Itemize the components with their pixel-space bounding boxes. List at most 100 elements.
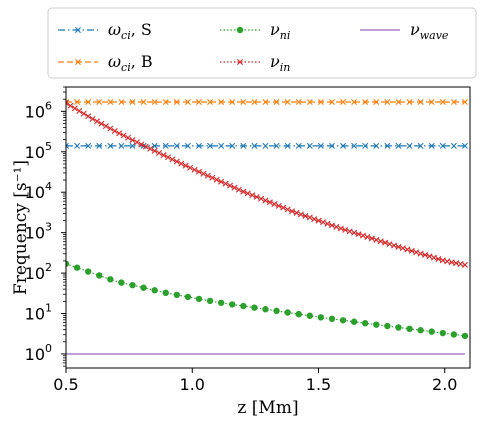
data-point [426, 253, 433, 260]
data-point [413, 249, 420, 256]
data-point [107, 276, 114, 283]
data-point [133, 139, 140, 146]
data-point [439, 329, 446, 337]
data-point [204, 172, 211, 179]
data-point [351, 229, 358, 236]
data-point [435, 255, 442, 262]
data-point [98, 120, 105, 127]
plot-area-frame [65, 86, 471, 369]
x-axis-ticks: 0.5 1.0 1.5 2.0 [53, 368, 457, 394]
data-point [306, 99, 313, 106]
data-point [195, 142, 202, 149]
data-point [297, 211, 304, 218]
data-point [439, 99, 446, 106]
legend-marker [75, 27, 81, 33]
data-point [118, 99, 125, 106]
series-ci-s [66, 142, 468, 149]
data-point [217, 299, 225, 306]
data-point [328, 142, 335, 149]
data-point [129, 142, 136, 149]
data-point [284, 309, 291, 316]
data-point [74, 99, 81, 106]
data-point [448, 259, 455, 266]
data-point [207, 142, 214, 149]
data-point [428, 142, 435, 149]
data-point [218, 142, 225, 149]
legend-label: νwave [410, 20, 449, 42]
data-point [362, 99, 369, 106]
data-point [271, 201, 278, 208]
data-point [138, 141, 145, 148]
data-point [406, 325, 413, 333]
data-point [73, 264, 81, 271]
legend-item: νni [220, 20, 290, 42]
data-point [428, 99, 435, 106]
data-point [342, 226, 349, 233]
legend-box [47, 7, 477, 79]
data-point [262, 197, 269, 204]
data-point [94, 118, 101, 125]
data-point [406, 142, 413, 149]
data-point [251, 142, 258, 149]
data-point [107, 125, 114, 132]
data-point [351, 142, 358, 149]
data-point [66, 142, 69, 149]
data-point [85, 99, 92, 106]
data-point [306, 142, 313, 149]
data-point [275, 202, 282, 209]
data-point [384, 99, 391, 106]
data-point [85, 142, 92, 149]
data-point [382, 239, 389, 246]
data-point [320, 219, 327, 226]
data-point [324, 220, 331, 227]
series-ci-b [66, 99, 468, 106]
data-point [360, 232, 366, 239]
data-point [156, 150, 163, 157]
data-point [386, 241, 393, 248]
data-point [218, 99, 225, 106]
data-point [151, 147, 158, 154]
data-point [107, 142, 114, 149]
data-point [229, 142, 236, 149]
data-point [373, 321, 380, 328]
data-point [362, 320, 369, 327]
data-point [273, 99, 280, 106]
data-point [317, 99, 324, 106]
data-point [120, 132, 127, 139]
data-point [350, 318, 358, 325]
data-point [67, 102, 74, 109]
legend-label: ωci, S [108, 20, 152, 42]
data-point [96, 142, 103, 149]
data-point [262, 142, 269, 149]
data-point [244, 190, 251, 197]
data-point [351, 99, 358, 106]
legend-item: ωci, B [58, 52, 153, 74]
data-point [195, 168, 202, 175]
data-point [417, 99, 424, 106]
data-point [461, 99, 468, 106]
x-tick-label: 1.0 [180, 375, 205, 394]
data-point [76, 108, 83, 114]
data-point [284, 206, 291, 213]
data-point [340, 142, 347, 149]
data-point [450, 331, 458, 338]
data-point [96, 99, 103, 106]
data-point [71, 105, 78, 112]
data-point [253, 193, 260, 200]
x-tick-label: 1.5 [306, 375, 331, 394]
data-point [328, 99, 335, 106]
data-point [417, 142, 424, 149]
data-point [178, 160, 185, 167]
data-point [395, 243, 402, 250]
data-point [439, 257, 446, 264]
data-point [173, 142, 180, 149]
y-tick-label: 106 [25, 99, 52, 121]
data-point [373, 142, 380, 149]
data-point [262, 99, 269, 106]
plot-series [66, 99, 469, 355]
x-tick-label: 2.0 [432, 375, 457, 394]
data-point [74, 142, 81, 149]
data-point [191, 166, 198, 173]
data-point [364, 234, 371, 240]
